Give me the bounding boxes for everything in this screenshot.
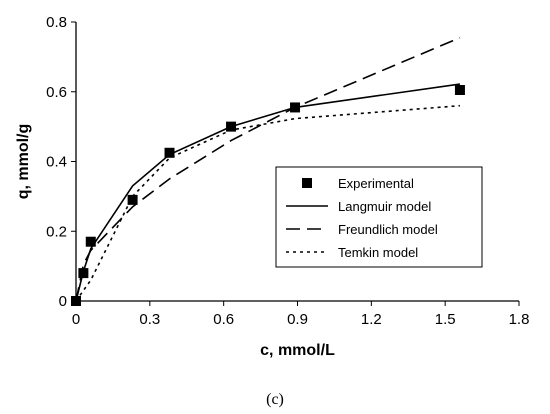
experimental-point xyxy=(454,85,465,96)
x-tick-label: 0.6 xyxy=(213,311,234,328)
legend-label-experimental: Experimental xyxy=(338,176,414,191)
y-tick-label: 0 xyxy=(59,293,67,310)
y-tick-label: 0.4 xyxy=(46,154,67,171)
series-line-freundlich-model xyxy=(75,36,461,302)
experimental-point xyxy=(71,296,81,306)
legend-swatch-experimental xyxy=(302,178,312,188)
experimental-point xyxy=(127,194,138,205)
x-tick-label: 0.3 xyxy=(139,311,160,328)
x-tick-label: 0.9 xyxy=(287,311,308,328)
legend-label-langmuir-model: Langmuir model xyxy=(338,199,431,214)
series-line-langmuir-model xyxy=(75,83,461,302)
experimental-point xyxy=(78,268,89,279)
experimental-point xyxy=(226,121,237,132)
legend-label-temkin-model: Temkin model xyxy=(338,245,418,260)
x-tick-label: 1.8 xyxy=(509,311,530,328)
figure-caption: (c) xyxy=(266,391,284,408)
y-axis-title: q, mmol/g xyxy=(15,124,32,200)
series-line-temkin-model xyxy=(75,104,460,302)
experimental-point xyxy=(164,147,175,158)
x-axis-title: c, mmol/L xyxy=(260,342,335,359)
y-tick-label: 0.2 xyxy=(46,223,67,240)
x-tick-label: 1.2 xyxy=(361,311,382,328)
experimental-point xyxy=(85,236,96,247)
experimental-points xyxy=(71,85,465,306)
y-tick-label: 0.8 xyxy=(46,14,67,31)
y-axis-ticks: 0 0.2 0.4 0.6 0.8 xyxy=(46,14,76,310)
model-curves xyxy=(75,36,461,302)
y-tick-label: 0.6 xyxy=(46,84,67,101)
x-tick-label: 0 xyxy=(72,311,80,328)
experimental-point xyxy=(290,102,301,113)
x-axis-ticks: 0 0.3 0.6 0.9 1.2 1.5 1.8 xyxy=(72,301,530,328)
legend: Experimental Langmuir model Freundlich mod… xyxy=(275,166,483,268)
x-tick-label: 1.5 xyxy=(435,311,456,328)
legend-label-freundlich-model: Freundlich model xyxy=(338,222,438,237)
